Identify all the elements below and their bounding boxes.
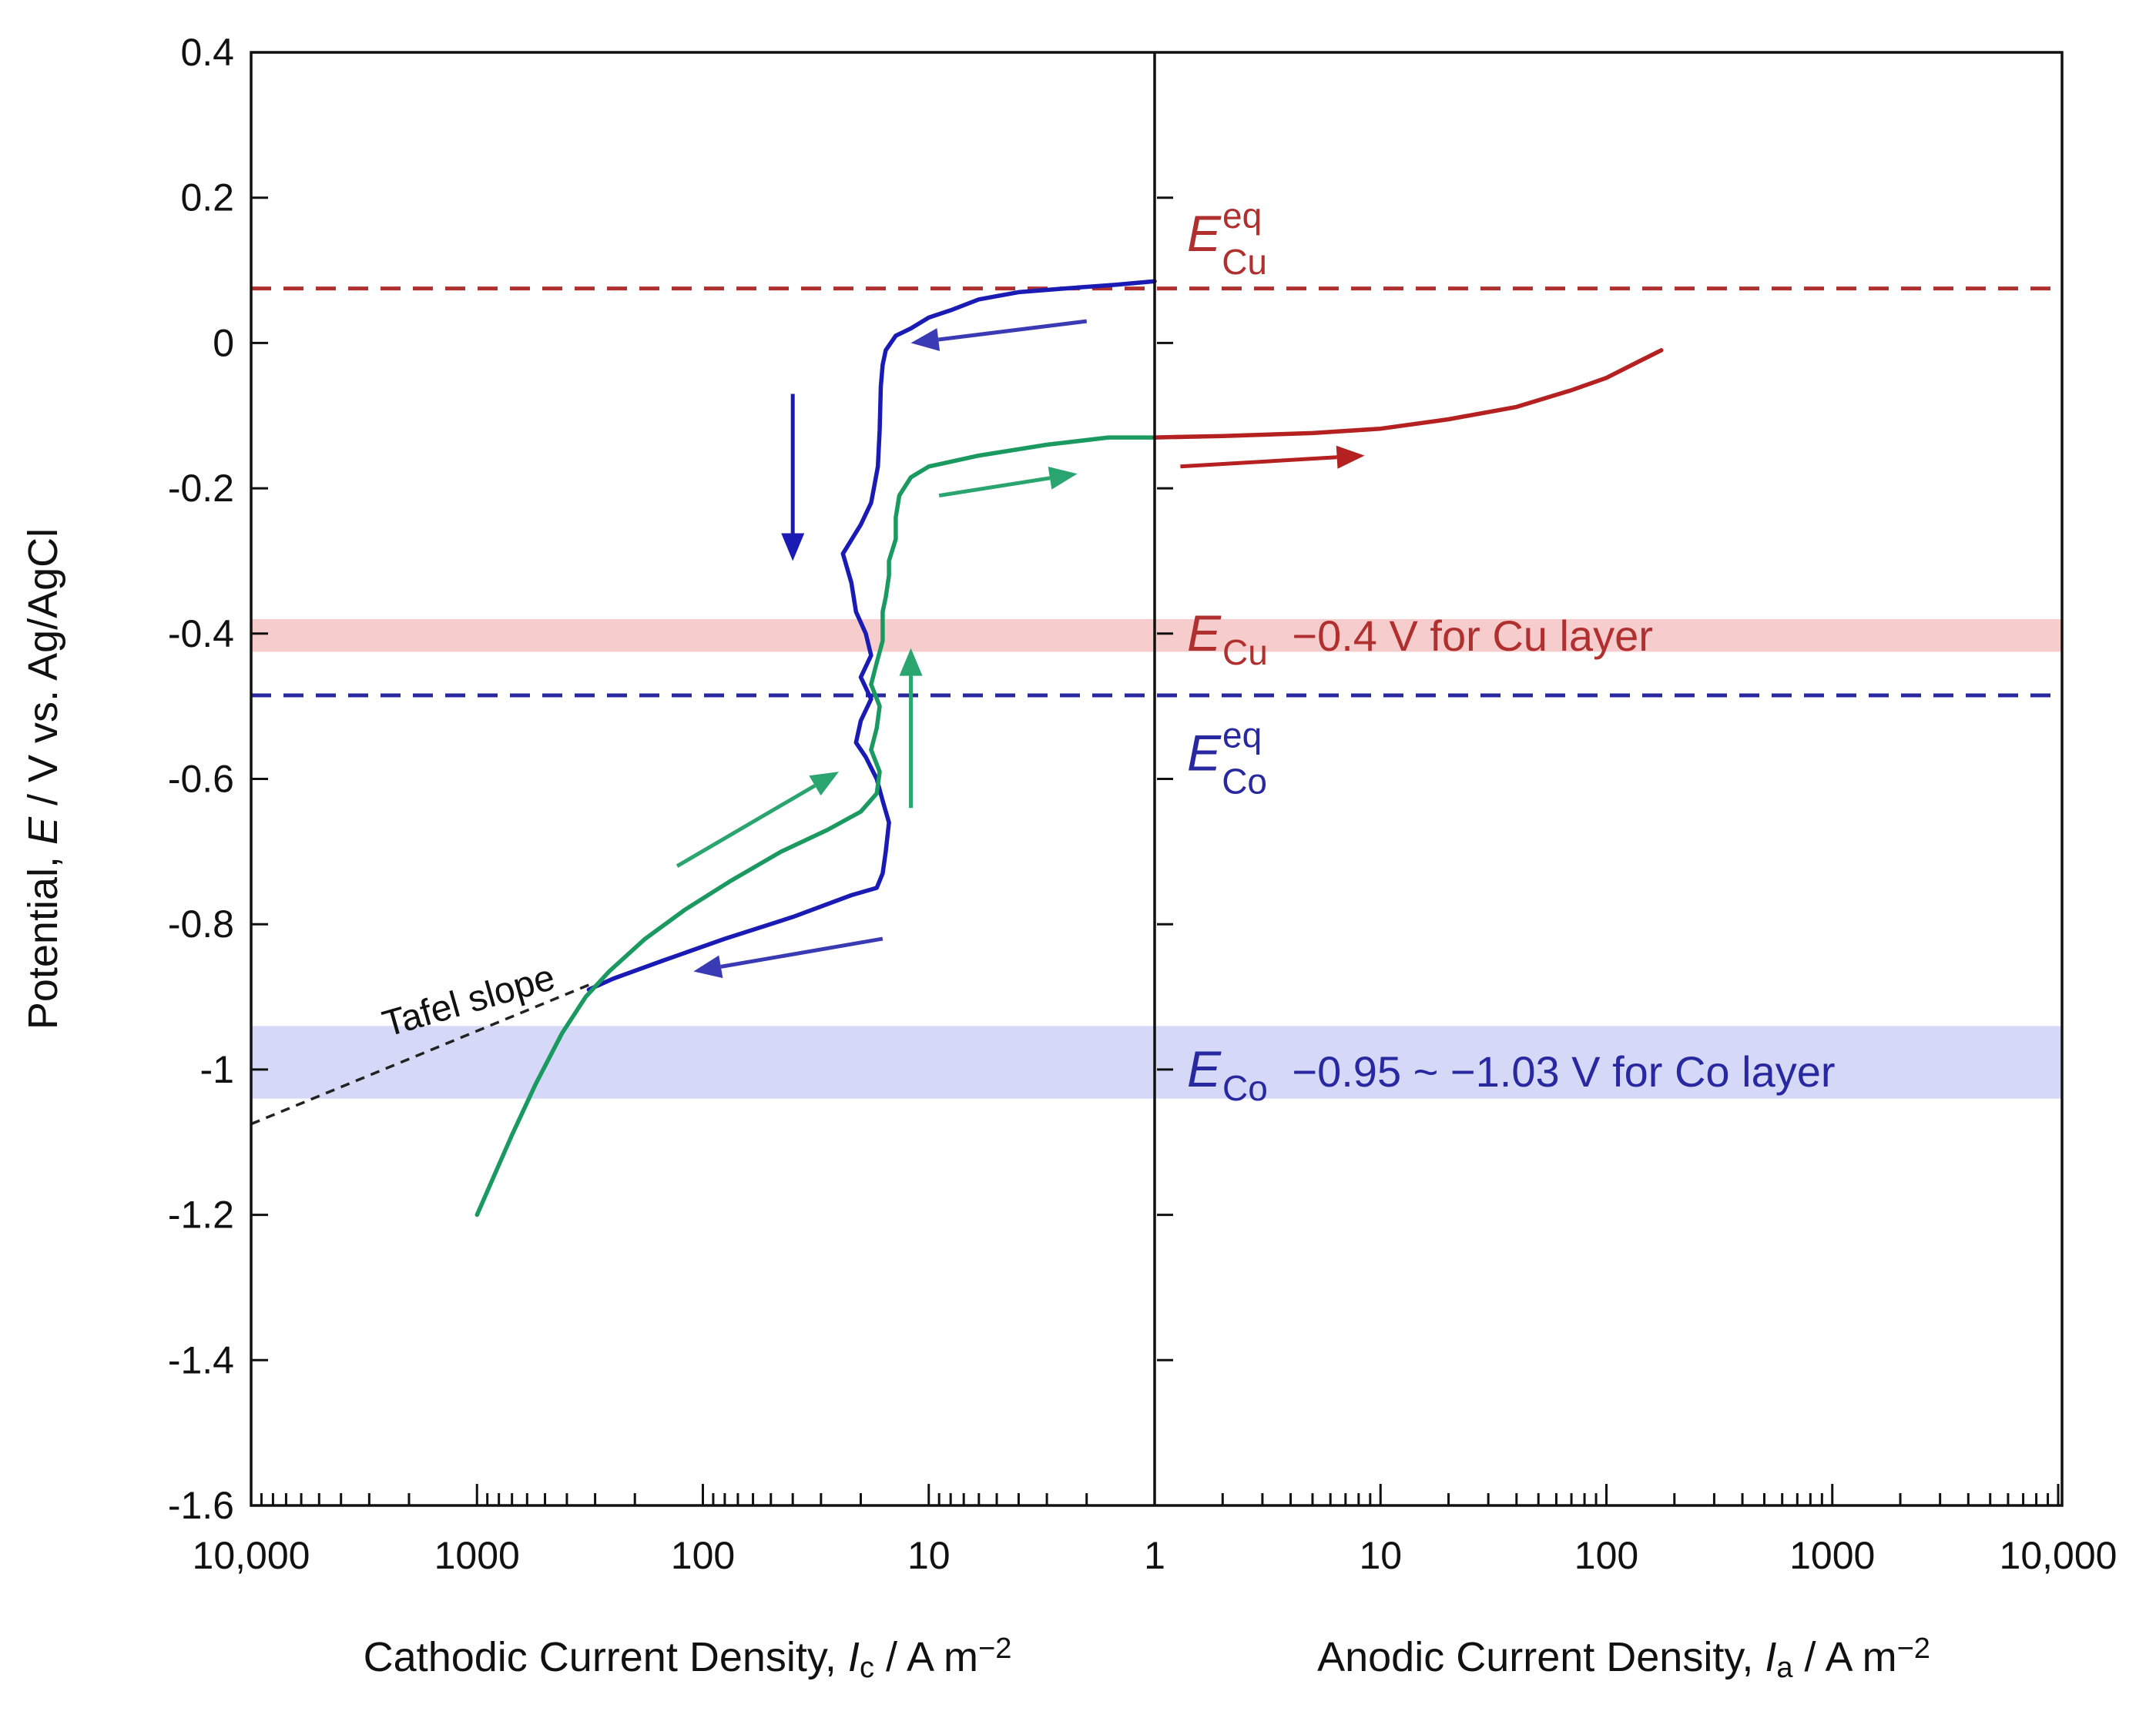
scan-arrow-shaft — [938, 476, 1051, 498]
x-anodic-tick-label: 10,000 — [2000, 1534, 2117, 1577]
x-cathodic-title-subscript: c — [860, 1652, 874, 1684]
scan-arrow-shaft — [676, 784, 816, 868]
x-anodic-tick-label: 1000 — [1789, 1534, 1875, 1577]
x-cathodic-title-text: Cathodic Current Density, — [364, 1634, 848, 1680]
scan-arrow-head — [693, 955, 723, 979]
x-anodic-title-superscript: −2 — [1897, 1633, 1930, 1665]
series-line-2 — [1152, 348, 1664, 440]
x-cathodic-title-symbol: I — [848, 1634, 860, 1680]
potential-bands — [251, 618, 2062, 1099]
annotation-symbol: E — [1187, 205, 1222, 262]
y-tick-label: 0.2 — [180, 176, 234, 219]
annotation-cu_eq: Eeq Cu — [1187, 196, 1267, 282]
band-1 — [251, 1026, 2062, 1099]
scan-arrow-shaft — [720, 936, 884, 969]
x-anodic-title-text: Anodic Current Density, — [1317, 1634, 1765, 1680]
y-tick-label: 0 — [213, 321, 234, 364]
x-cathodic-tick-label: 1 — [1144, 1534, 1165, 1577]
y-axis-title: Potential, E / V vs. Ag/AgCl — [20, 528, 66, 1030]
x-anodic-title-symbol: I — [1765, 1634, 1776, 1680]
scan-arrow-head — [899, 648, 923, 676]
y-tick-label: -1.2 — [168, 1194, 234, 1237]
y-tick-label: -1 — [200, 1048, 234, 1091]
annotation-co_band: ECo −0.95 ~ −1.03 V for Co layer — [1187, 1040, 1836, 1108]
annotation-cu_band: ECu −0.4 V for Cu layer — [1187, 604, 1653, 672]
plot-frame — [250, 51, 2064, 1507]
annotation-text: −0.4 V for Cu layer — [1280, 611, 1653, 660]
equilibrium-lines — [251, 286, 2062, 698]
y-tick-label: -0.4 — [168, 612, 234, 655]
scan-arrow-1 — [781, 393, 805, 561]
scan-arrow-shaft — [1180, 455, 1337, 469]
tafel-line — [250, 981, 596, 1126]
scan-arrow-head — [1336, 445, 1365, 469]
x-anodic-tick-label: 100 — [1574, 1534, 1638, 1577]
x-anodic-tick-label: 10 — [1359, 1534, 1402, 1577]
y-tick-label: -1.4 — [168, 1338, 234, 1381]
y-axis-title-unit: / V vs. Ag/AgCl — [20, 528, 66, 817]
y-axis-title-symbol: E — [20, 816, 66, 845]
annotation-symbol: E — [1187, 1040, 1222, 1097]
annotation-subscript: Co — [1222, 761, 1267, 801]
tick-labels: 0.4 0.2 0 -0.2 -0.4 -0.6 -0.8 -1 -1.2 -1.4 -1.6 10,… — [20, 31, 2117, 1684]
band-0 — [251, 618, 2062, 652]
x-cathodic-title: Cathodic Current Density, Ic / A m−2 — [364, 1633, 1012, 1684]
scan-arrow-6 — [1180, 445, 1365, 469]
annotation-superscript: eq — [1222, 196, 1262, 236]
series-line-1 — [474, 435, 1157, 1217]
scan-arrow-head — [1048, 467, 1078, 490]
annotation-subscript: Co — [1222, 1068, 1268, 1108]
scan-arrow-head — [910, 328, 941, 351]
series-line-0 — [586, 279, 1157, 992]
annotation-subscript: Cu — [1222, 632, 1268, 672]
annotation-text: −0.95 ~ −1.03 V for Co layer — [1280, 1047, 1836, 1096]
x-cathodic-tick-label: 100 — [671, 1534, 735, 1577]
annotation-subscript: Cu — [1222, 242, 1267, 282]
y-tick-label: -0.8 — [168, 903, 234, 946]
x-anodic-title-unit: / A m — [1793, 1634, 1897, 1680]
scan-arrow-3 — [676, 772, 840, 868]
y-tick-label: -0.6 — [168, 758, 234, 801]
scan-arrow-shaft — [937, 319, 1088, 342]
y-tick-label: -1.6 — [168, 1484, 234, 1527]
scan-arrow-2 — [693, 936, 884, 979]
scan-arrow-0 — [910, 319, 1088, 351]
x-anodic-title: Anodic Current Density, Ia / A m−2 — [1317, 1633, 1930, 1684]
annotation-co_eq: Eeq Co — [1187, 715, 1267, 801]
scan-arrow-4 — [899, 648, 923, 809]
axes — [250, 51, 2064, 1507]
x-cathodic-title-superscript: −2 — [978, 1633, 1011, 1665]
x-cathodic-tick-label: 10,000 — [193, 1534, 310, 1577]
x-anodic-title-subscript: a — [1776, 1652, 1793, 1684]
y-tick-label: -0.2 — [168, 467, 234, 510]
annotation-superscript: eq — [1222, 715, 1262, 755]
y-tick-label: 0.4 — [180, 31, 234, 74]
annotation-symbol: E — [1187, 724, 1222, 781]
x-cathodic-tick-label: 10 — [907, 1534, 951, 1577]
annotation-symbol: E — [1187, 604, 1222, 661]
scan-arrow-5 — [938, 467, 1078, 498]
scan-arrow-head — [809, 772, 840, 796]
scan-arrow-head — [781, 533, 805, 561]
data-series — [474, 279, 1664, 1217]
y-axis-title-text: Potential, — [20, 845, 66, 1030]
x-cathodic-tick-label: 1000 — [434, 1534, 520, 1577]
x-cathodic-title-unit: / A m — [874, 1634, 978, 1680]
scan-direction-arrows — [676, 319, 1365, 979]
